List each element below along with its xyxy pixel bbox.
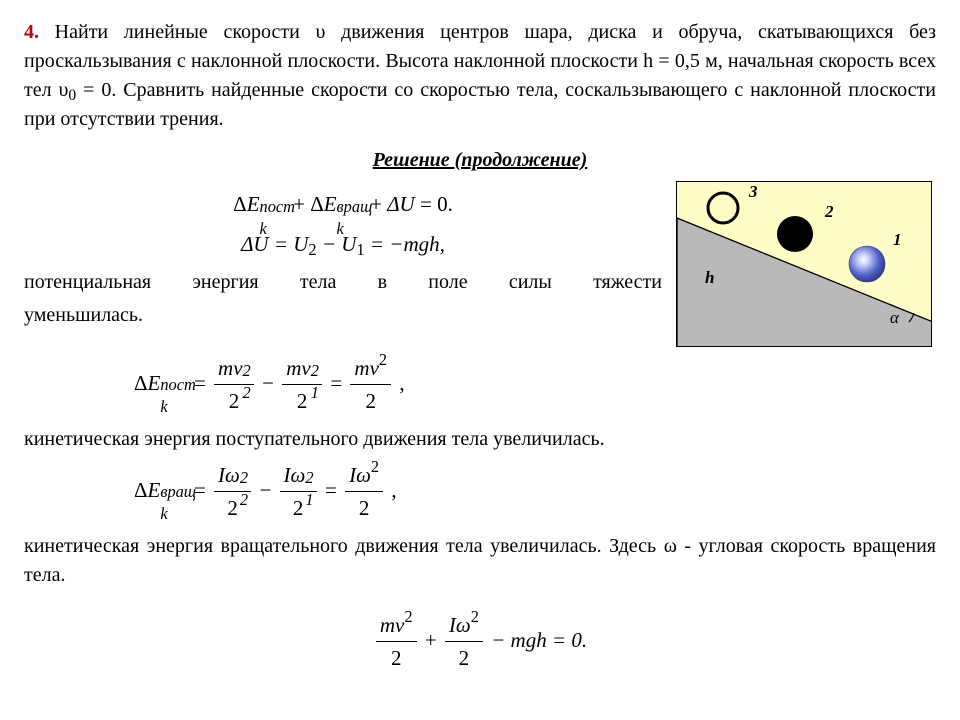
label-1: 1 <box>893 230 902 250</box>
equation-final: mv2 2 + Iω2 2 − mgh = 0. <box>24 610 936 674</box>
equation-energy-balance: ΔEпостk + ΔEвращk + ΔU = 0. <box>24 187 662 219</box>
problem-statement: 4. Найти линейные скорости υ движения це… <box>24 18 936 134</box>
diagram-column: 3 2 1 h α <box>676 181 936 347</box>
problem-body-2: = 0. Сравнить найденные скорости со скор… <box>24 79 936 130</box>
para-potential-2: уменьшилась. <box>24 301 662 330</box>
label-alpha: α <box>890 308 899 328</box>
content-row: ΔEпостk + ΔEвращk + ΔU = 0. ΔU = U2 − U1… <box>24 181 936 347</box>
left-column: ΔEпостk + ΔEвращk + ΔU = 0. ΔU = U2 − U1… <box>24 181 662 334</box>
label-3: 3 <box>749 182 758 202</box>
incline-diagram: 3 2 1 h α <box>676 181 932 347</box>
para-potential: потенциальная энергия тела в поле силы т… <box>24 268 662 297</box>
equation-ek-rot: ΔEвращk = Iω22 2 − Iω21 2 = Iω2 2 , <box>24 460 936 524</box>
problem-number: 4. <box>24 21 39 43</box>
label-h: h <box>705 268 714 288</box>
label-2: 2 <box>825 202 834 222</box>
solution-title: Решение (продолжение) <box>24 146 936 175</box>
para-kinetic-rot: кинетическая энергия вращательного движе… <box>24 532 936 590</box>
equation-ek-trans: ΔEпостk = mv22 2 − mv21 2 = mv2 2 , <box>24 353 936 417</box>
problem-sub0: 0 <box>68 87 76 104</box>
para-kinetic-trans: кинетическая энергия поступательного дви… <box>24 425 936 454</box>
